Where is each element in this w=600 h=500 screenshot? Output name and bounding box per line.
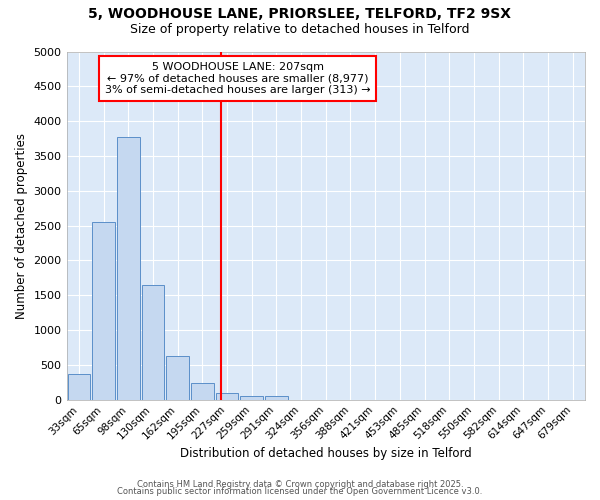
Text: Contains public sector information licensed under the Open Government Licence v3: Contains public sector information licen… [118, 487, 482, 496]
Bar [117, 137, 140, 400]
Bar [68, 374, 90, 400]
Text: 5, WOODHOUSE LANE, PRIORSLEE, TELFORD, TF2 9SX: 5, WOODHOUSE LANE, PRIORSLEE, TELFORD, T… [89, 8, 511, 22]
Y-axis label: Number of detached properties: Number of detached properties [15, 132, 28, 318]
X-axis label: Distribution of detached houses by size in Telford: Distribution of detached houses by size … [180, 447, 472, 460]
Text: Size of property relative to detached houses in Telford: Size of property relative to detached ho… [130, 22, 470, 36]
Bar [92, 222, 115, 400]
Text: 5 WOODHOUSE LANE: 207sqm
← 97% of detached houses are smaller (8,977)
3% of semi: 5 WOODHOUSE LANE: 207sqm ← 97% of detach… [105, 62, 370, 95]
Bar [166, 356, 189, 400]
Bar [215, 393, 238, 400]
Bar [241, 396, 263, 400]
Bar [142, 285, 164, 400]
Bar [191, 384, 214, 400]
Bar [265, 396, 288, 400]
Text: Contains HM Land Registry data © Crown copyright and database right 2025.: Contains HM Land Registry data © Crown c… [137, 480, 463, 489]
